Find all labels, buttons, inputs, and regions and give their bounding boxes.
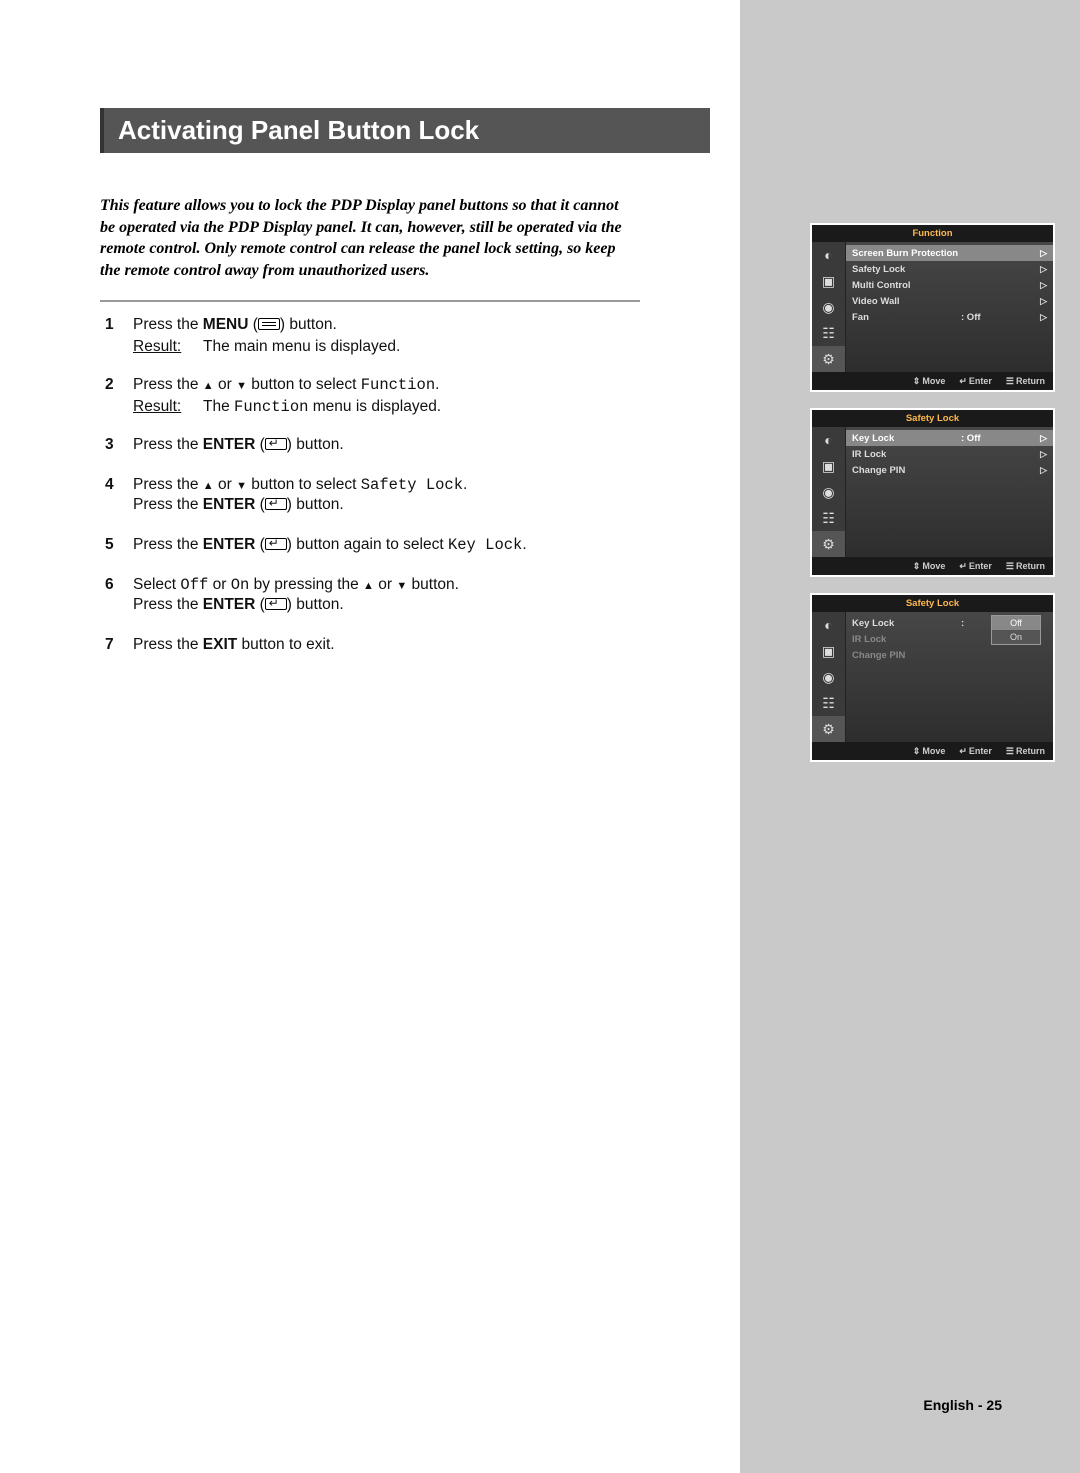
- down-icon: [236, 476, 247, 493]
- osd-category-icons: ◐▣◉☷⚙: [812, 612, 846, 742]
- osd-footer: ⇕Move ↵Enter ☰Return: [812, 557, 1053, 575]
- osd-keylock-popup-menu: Safety Lock ◐▣◉☷⚙ Key Lock: IR Lock Chan…: [810, 593, 1055, 762]
- osd-header: Safety Lock: [812, 595, 1053, 612]
- enter-icon: [265, 598, 287, 610]
- osd-list: Key Lock: Off▷ IR Lock▷ Change PIN▷: [846, 427, 1053, 557]
- osd-list: Screen Burn Protection▷ Safety Lock▷ Mul…: [846, 242, 1053, 372]
- step-4: 4 Press the or button to select Safety L…: [105, 476, 645, 516]
- enter-icon: [265, 498, 287, 510]
- step-2: 2 Press the or button to select Function…: [105, 376, 645, 416]
- osd-footer: ⇕Move ↵Enter ☰Return: [812, 372, 1053, 390]
- step-3: 3 Press the ENTER () button.: [105, 436, 645, 456]
- menu-icon: [258, 318, 280, 330]
- down-icon: [396, 576, 407, 593]
- steps-list: 1 Press the MENU () button. Result:The m…: [105, 316, 645, 662]
- divider: [100, 300, 640, 303]
- down-icon: [236, 376, 247, 393]
- up-icon: [203, 376, 214, 393]
- enter-icon: [265, 438, 287, 450]
- osd-category-icons: ◐▣◉☷⚙: [812, 427, 846, 557]
- osd-list: Key Lock: IR Lock Change PIN Off On: [846, 612, 1053, 742]
- enter-icon: [265, 538, 287, 550]
- osd-option-popup: Off On: [991, 615, 1041, 645]
- up-icon: [363, 576, 374, 593]
- osd-header: Function: [812, 225, 1053, 242]
- step-5: 5 Press the ENTER () button again to sel…: [105, 536, 645, 556]
- step-1: 1 Press the MENU () button. Result:The m…: [105, 316, 645, 356]
- step-7: 7 Press the EXIT button to exit.: [105, 636, 645, 656]
- intro-paragraph: This feature allows you to lock the PDP …: [100, 195, 625, 281]
- osd-category-icons: ◐▣◉☷⚙: [812, 242, 846, 372]
- osd-safetylock-menu: Safety Lock ◐▣◉☷⚙ Key Lock: Off▷ IR Lock…: [810, 408, 1055, 577]
- up-icon: [203, 476, 214, 493]
- page-number: English - 25: [923, 1397, 1002, 1413]
- osd-header: Safety Lock: [812, 410, 1053, 427]
- page-title: Activating Panel Button Lock: [100, 108, 710, 153]
- osd-function-menu: Function ◐▣◉☷⚙ Screen Burn Protection▷ S…: [810, 223, 1055, 392]
- step-6: 6 Select Off or On by pressing the or bu…: [105, 576, 645, 616]
- sidebar-background: Function ◐▣◉☷⚙ Screen Burn Protection▷ S…: [740, 0, 1080, 1473]
- osd-footer: ⇕Move ↵Enter ☰Return: [812, 742, 1053, 760]
